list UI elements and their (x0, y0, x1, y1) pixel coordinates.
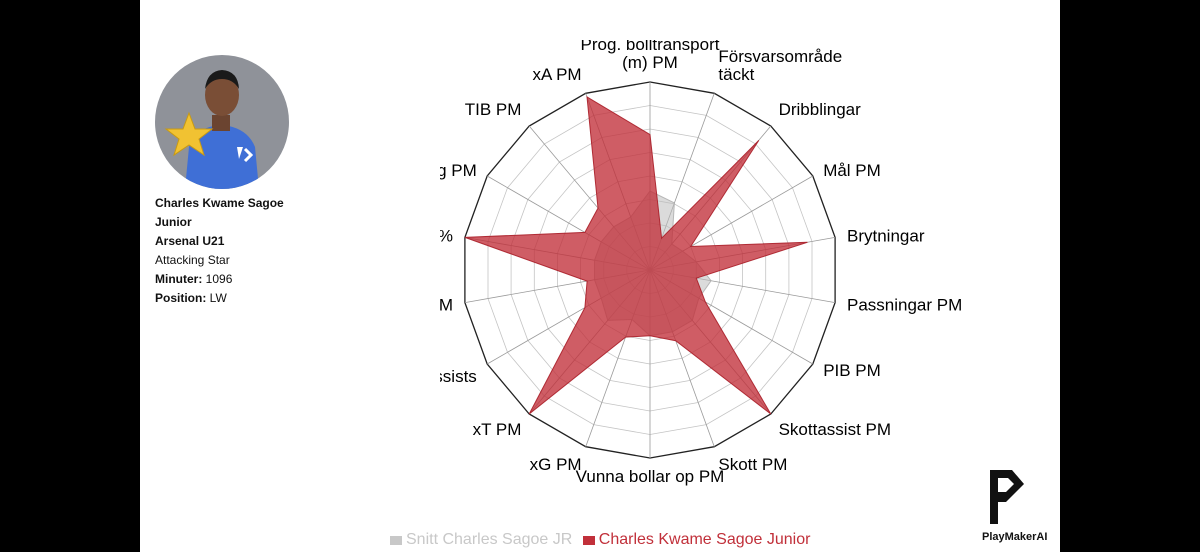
axis-label: xG PM (530, 455, 582, 474)
axis-label: TIB PM (465, 100, 522, 119)
axis-label: Skottassist PM (779, 420, 891, 439)
axis-label: Vunna bollar op PM (576, 467, 725, 486)
radar-series-layer (464, 95, 808, 415)
axis-label: Inlägg PM (440, 296, 453, 315)
player-team: Arsenal U21 (155, 234, 225, 248)
radar-axis-labels: Prog. bolltransport(m) PM Försvarsområdet… (440, 40, 962, 486)
brand-name: PlayMakerAI (982, 531, 1048, 543)
axis-label: Skott PM (718, 455, 787, 474)
position-value: LW (209, 291, 227, 305)
legend-swatch-average (390, 535, 402, 545)
axis-label: Försvarsområde (718, 47, 842, 66)
axis-label: Prog. bolltransport (581, 40, 720, 54)
brand-logo: PlayMakerAI (982, 470, 1060, 543)
axis-label: Mål PM (823, 161, 881, 180)
chart-legend: Snitt Charles Sagoe JR Charles Kwame Sag… (390, 531, 816, 550)
chart-canvas: Charles Kwame Sagoe Junior Arsenal U21 A… (140, 0, 1060, 552)
axis-label: (m) PM (622, 53, 678, 72)
axis-label: Brytningar (847, 226, 925, 245)
player-avatar (155, 55, 289, 189)
axis-label: xA PM (532, 65, 581, 84)
legend-label-player: Charles Kwame Sagoe Junior (598, 531, 811, 548)
player-name: Charles Kwame Sagoe Junior (155, 196, 284, 229)
series-player-area (464, 95, 808, 415)
player-role: Attacking Star (155, 253, 230, 267)
axis-label: xT PM (473, 420, 522, 439)
legend-label-average: Snitt Charles Sagoe JR (406, 531, 573, 548)
player-card: Charles Kwame Sagoe Junior Arsenal U21 A… (155, 55, 315, 308)
position-label: Position: (155, 291, 207, 305)
player-position: Position: LW (155, 289, 315, 308)
axis-label: täckt (718, 65, 754, 84)
avatar-illustration (164, 70, 259, 189)
legend-swatch-player (582, 535, 595, 545)
minutes-value: 1096 (205, 272, 233, 286)
axis-label: Assists (440, 367, 477, 386)
legend-item-player: Charles Kwame Sagoe Junior (582, 531, 811, 549)
axis-label: PIB PM (823, 361, 881, 380)
axis-label: Inlägg % (440, 226, 453, 245)
playmaker-logo-icon (990, 470, 1024, 524)
legend-item-average: Snitt Charles Sagoe JR (390, 531, 572, 549)
axis-label: Dribblingar (779, 100, 862, 119)
axis-label: Poäng PM (440, 161, 477, 180)
axis-label: Passningar PM (847, 296, 962, 315)
player-minutes: Minuter: 1096 (155, 270, 315, 289)
radar-chart: Prog. bolltransport(m) PM Försvarsområdet… (440, 40, 962, 486)
minutes-label: Minuter: (155, 272, 203, 286)
